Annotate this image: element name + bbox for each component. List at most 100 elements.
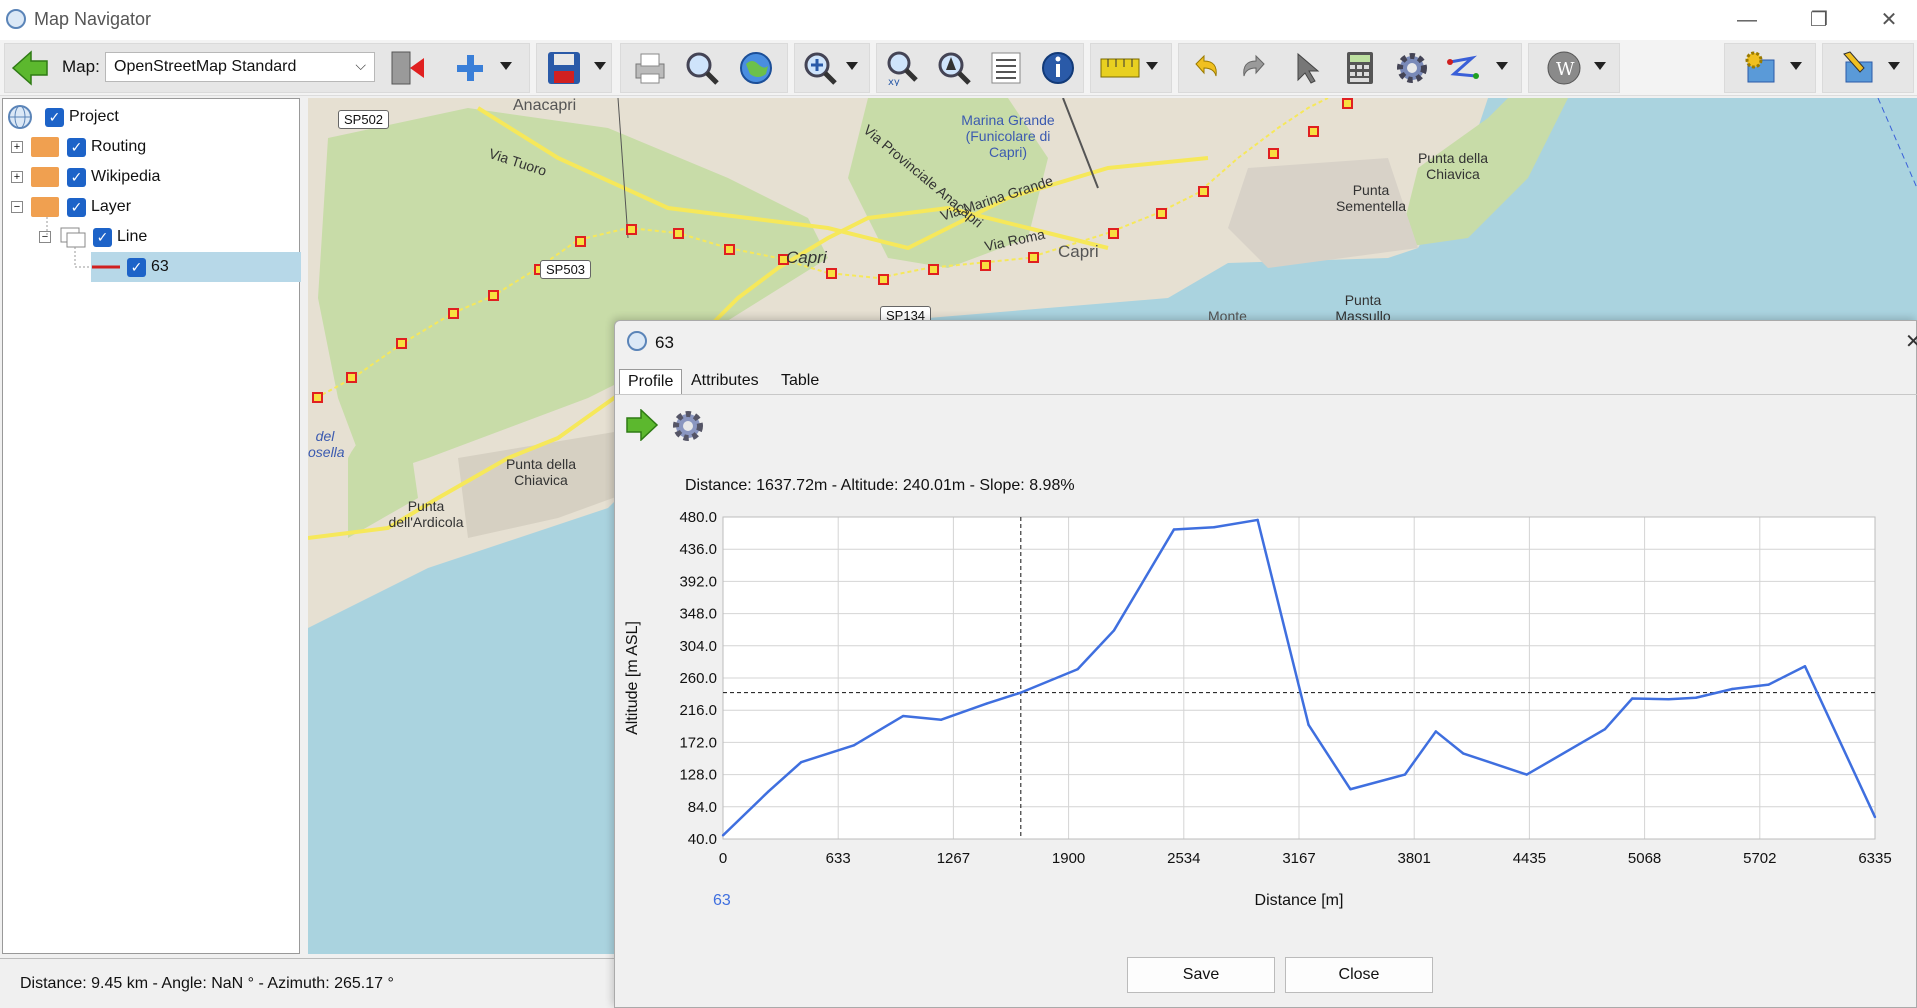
ruler-icon[interactable] [1100, 48, 1140, 88]
tab-profile[interactable]: Profile [619, 369, 683, 395]
draw-line-icon[interactable] [1444, 48, 1484, 88]
tree-item-project[interactable]: ✓ Project [7, 103, 119, 131]
add-dropdown-arrow[interactable] [500, 62, 512, 70]
line-layer-icon [60, 227, 86, 248]
zoom-xy-icon[interactable]: xy [882, 48, 922, 88]
routing-checkbox[interactable]: ✓ [67, 137, 86, 157]
route-vertex-marker[interactable] [1198, 186, 1209, 197]
project-checkbox[interactable]: ✓ [45, 107, 64, 127]
route-vertex-marker[interactable] [1156, 208, 1167, 219]
route-vertex-marker[interactable] [980, 260, 991, 271]
save-dropdown-arrow[interactable] [594, 62, 606, 70]
maximize-button[interactable]: ❐ [1810, 9, 1828, 31]
tree-selection-highlight [91, 252, 301, 282]
route-vertex-marker[interactable] [396, 338, 407, 349]
tree-label-routing: Routing [91, 138, 147, 155]
map-label-capri: Capri [1058, 242, 1099, 261]
globe-icon[interactable] [736, 48, 776, 88]
zoom-dropdown-arrow[interactable] [846, 62, 858, 70]
close-button[interactable]: Close [1285, 957, 1433, 993]
y-tick-label: 348.0 [679, 606, 717, 623]
list-icon[interactable] [986, 48, 1026, 88]
route-vertex-marker[interactable] [488, 290, 499, 301]
wikipedia-checkbox[interactable]: ✓ [67, 167, 86, 187]
route-vertex-marker[interactable] [1342, 98, 1353, 109]
close-window-button[interactable]: ✕ [1880, 9, 1898, 31]
route-vertex-marker[interactable] [1028, 252, 1039, 263]
profile-chart[interactable]: 0 633 1267 1900 2534 3167 3801 4435 5068 5702 6335… [615, 321, 1917, 931]
settings-gear-icon[interactable] [669, 407, 707, 445]
tree-item-wikipedia[interactable]: + ✓ Wikipedia [11, 163, 160, 191]
route-vertex-marker[interactable] [626, 224, 637, 235]
route-vertex-marker[interactable] [1308, 126, 1319, 137]
save-disk-icon[interactable] [544, 48, 584, 88]
tree-label-63: 63 [151, 258, 169, 275]
save-button[interactable]: Save [1127, 957, 1275, 993]
tab-table[interactable]: Table [781, 372, 820, 389]
wiki-dropdown-arrow[interactable] [1594, 62, 1606, 70]
settings-dropdown-arrow[interactable] [1790, 62, 1802, 70]
calculator-icon[interactable] [1340, 48, 1380, 88]
line-checkbox[interactable]: ✓ [93, 227, 112, 247]
route-vertex-marker[interactable] [448, 308, 459, 319]
undo-icon[interactable] [1184, 48, 1224, 88]
dialog-close-icon[interactable]: ✕ [1905, 331, 1917, 353]
red-line-icon [92, 265, 120, 269]
y-tick-label: 128.0 [679, 767, 717, 784]
route-vertex-marker[interactable] [346, 372, 357, 383]
tree-item-63[interactable]: ✓ 63 [91, 253, 169, 281]
route-vertex-marker[interactable] [312, 392, 323, 403]
draw-dropdown-arrow[interactable] [1496, 62, 1508, 70]
item-63-checkbox[interactable]: ✓ [127, 257, 146, 277]
profile-dialog: 63 ✕ Profile Attributes Table Distance: … [614, 320, 1917, 1008]
print-icon[interactable] [630, 48, 670, 88]
map-select[interactable]: OpenStreetMap Standard ⌵ [105, 52, 375, 82]
map-label: Map: [62, 57, 100, 76]
pointer-icon[interactable] [1288, 48, 1328, 88]
map-label-punta-ardicola: Punta dell'Ardicola [388, 498, 464, 530]
expand-icon[interactable]: + [11, 141, 23, 153]
zoom-icon[interactable] [682, 48, 722, 88]
pen-edit-icon[interactable] [1838, 48, 1878, 88]
gear-icon[interactable] [1392, 48, 1432, 88]
x-tick-label: 633 [826, 850, 851, 867]
route-vertex-marker[interactable] [724, 244, 735, 255]
tree-item-layer[interactable]: − ✓ Layer [11, 193, 131, 221]
series-point [1667, 698, 1670, 701]
collapse-icon[interactable]: − [39, 231, 51, 243]
info-icon[interactable] [1038, 48, 1078, 88]
route-vertex-marker[interactable] [778, 254, 789, 265]
route-vertex-marker[interactable] [878, 274, 889, 285]
wikipedia-icon[interactable]: W [1544, 48, 1584, 88]
route-vertex-marker[interactable] [673, 228, 684, 239]
exit-door-icon[interactable] [386, 48, 426, 88]
back-arrow-icon[interactable] [10, 48, 50, 88]
map-label-anacapri: Anacapri [513, 98, 577, 114]
route-vertex-marker[interactable] [1108, 228, 1119, 239]
series-point [1256, 518, 1259, 522]
x-tick-label: 5068 [1628, 850, 1661, 867]
zoom-north-icon[interactable] [934, 48, 974, 88]
y-tick-label: 260.0 [679, 670, 717, 687]
route-vertex-marker[interactable] [1268, 148, 1279, 159]
tree-item-line[interactable]: − ✓ Line [39, 223, 147, 251]
redo-icon[interactable] [1236, 48, 1276, 88]
layer-checkbox[interactable]: ✓ [67, 197, 86, 217]
minimize-button[interactable]: — [1737, 9, 1757, 31]
pen-dropdown-arrow[interactable] [1888, 62, 1900, 70]
expand-icon[interactable]: + [11, 171, 23, 183]
add-plus-icon[interactable] [450, 48, 490, 88]
play-arrow-icon[interactable] [625, 408, 661, 443]
tab-attributes[interactable]: Attributes [691, 372, 759, 389]
route-vertex-marker[interactable] [826, 268, 837, 279]
route-vertex-marker[interactable] [928, 264, 939, 275]
collapse-icon[interactable]: − [11, 201, 23, 213]
series-point [1803, 665, 1807, 668]
tree-item-routing[interactable]: + ✓ Routing [11, 133, 146, 161]
map-settings-icon[interactable] [1740, 48, 1780, 88]
zoom-in-icon[interactable] [800, 48, 840, 88]
measure-dropdown-arrow[interactable] [1146, 62, 1158, 70]
tree-label-project: Project [69, 108, 119, 125]
route-vertex-marker[interactable] [575, 236, 586, 247]
x-tick-label: 2534 [1167, 850, 1200, 867]
